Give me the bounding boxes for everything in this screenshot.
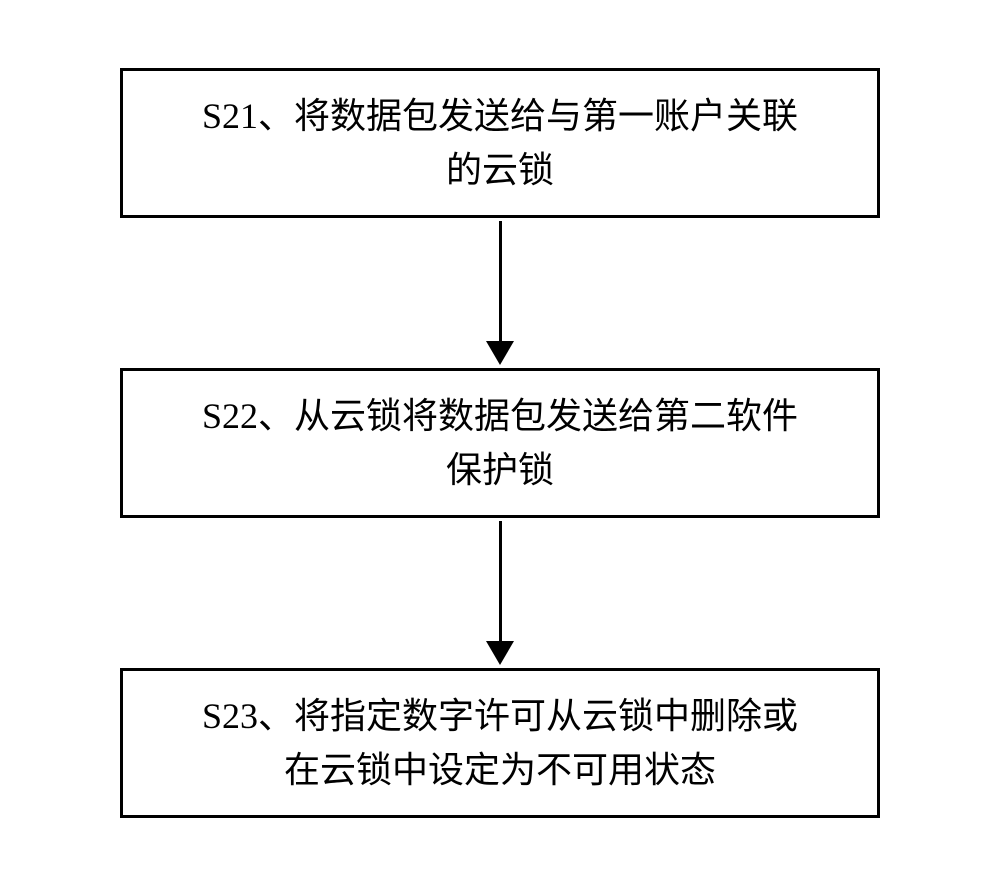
flowchart-container: S21、将数据包发送给与第一账户关联 的云锁 S22、从云锁将数据包发送给第二软…	[40, 68, 960, 818]
flowchart-node-s22: S22、从云锁将数据包发送给第二软件 保护锁	[120, 368, 880, 518]
flowchart-arrow	[486, 518, 514, 668]
flowchart-node-s21: S21、将数据包发送给与第一账户关联 的云锁	[120, 68, 880, 218]
arrow-line	[499, 221, 502, 341]
node-text-line: 在云锁中设定为不可用状态	[284, 743, 716, 797]
flowchart-arrow	[486, 218, 514, 368]
node-text-line: S23、将指定数字许可从云锁中删除或	[202, 689, 798, 743]
flowchart-node-s23: S23、将指定数字许可从云锁中删除或 在云锁中设定为不可用状态	[120, 668, 880, 818]
node-text-line: S22、从云锁将数据包发送给第二软件	[202, 389, 798, 443]
node-text-line: S21、将数据包发送给与第一账户关联	[202, 89, 798, 143]
node-text-line: 保护锁	[446, 443, 554, 497]
node-text-line: 的云锁	[446, 143, 554, 197]
arrow-line	[499, 521, 502, 641]
arrow-head-icon	[486, 341, 514, 365]
arrow-head-icon	[486, 641, 514, 665]
